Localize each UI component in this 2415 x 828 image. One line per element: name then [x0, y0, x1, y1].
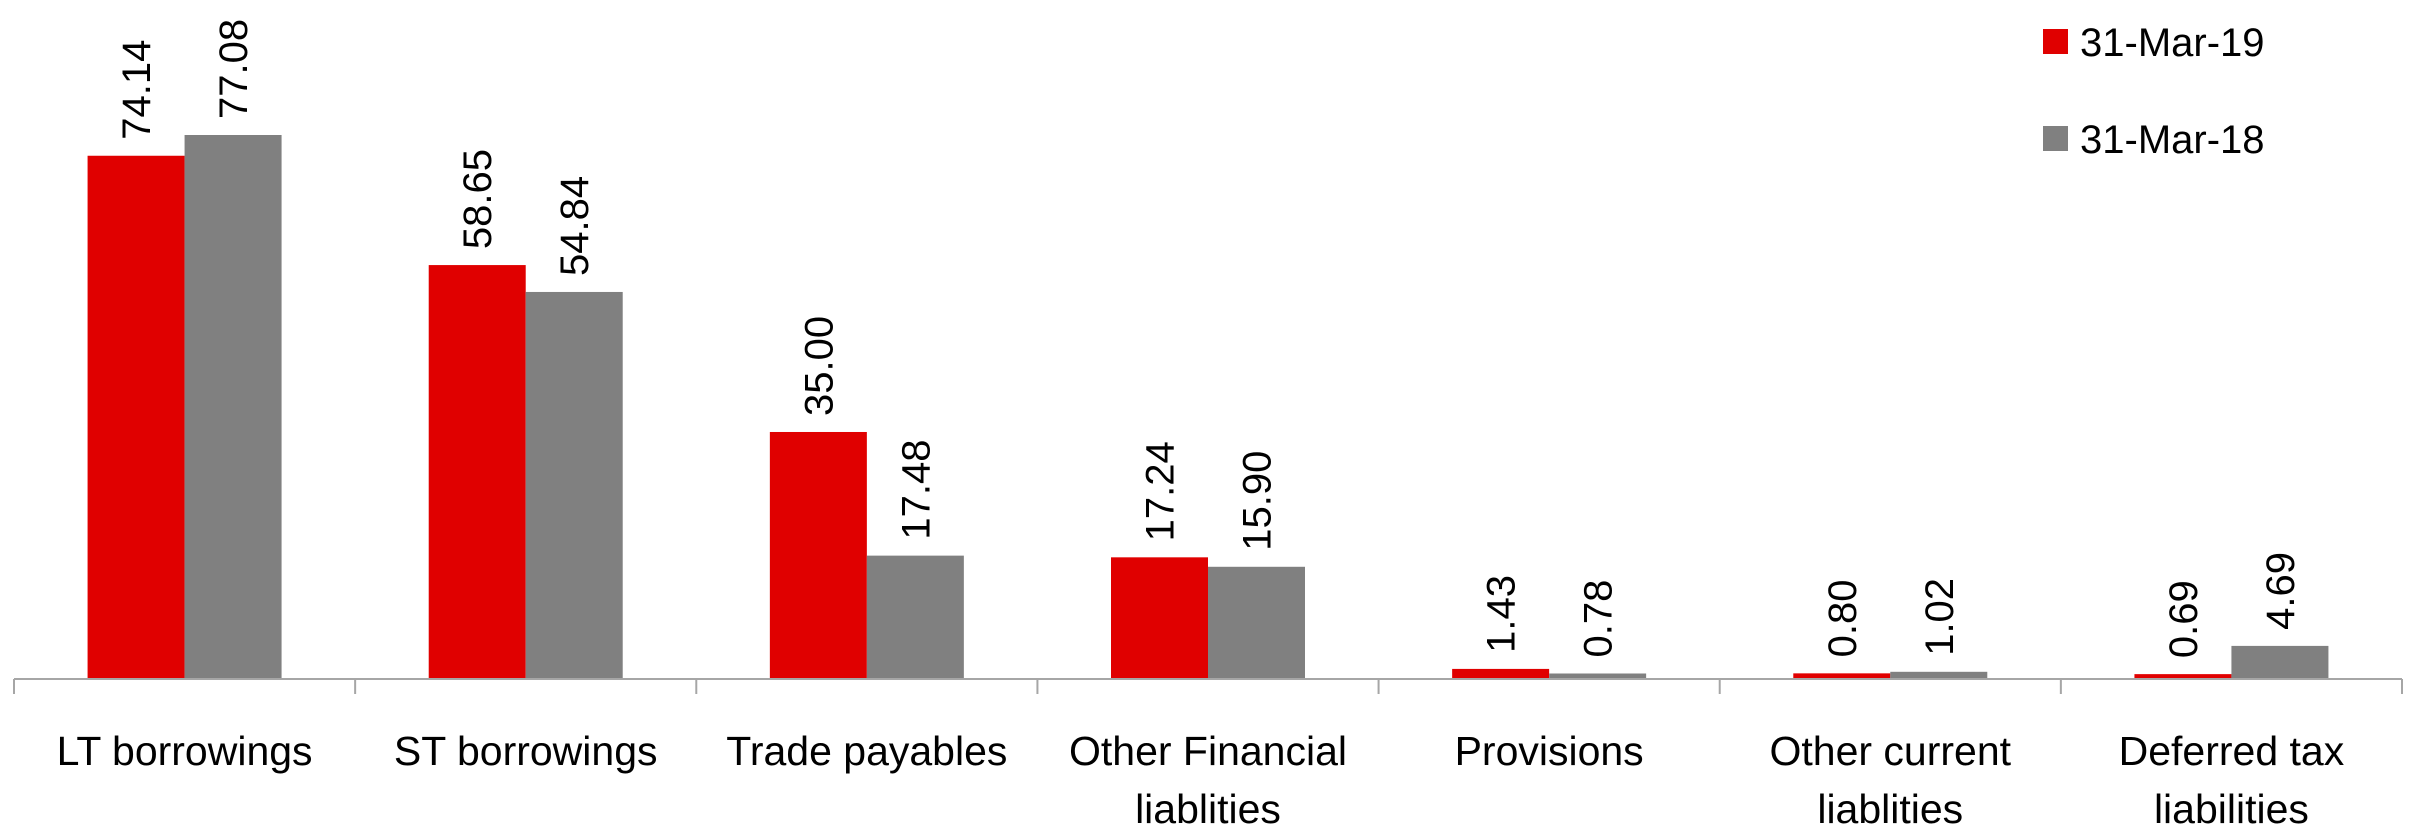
- data-label: 17.48: [894, 440, 938, 540]
- legend-swatch: [2043, 29, 2068, 54]
- bar: [769, 431, 867, 679]
- bar: [2134, 674, 2232, 679]
- legend-label: 31-Mar-19: [2080, 21, 2265, 65]
- x-tick-label: Trade payables: [726, 728, 1008, 774]
- data-label: 77.08: [212, 19, 256, 119]
- x-tick-label: Deferred tax liabilities: [2118, 728, 2345, 828]
- bar: [1890, 671, 1988, 679]
- data-label: 1.02: [1918, 578, 1962, 656]
- data-label: 0.78: [1577, 580, 1621, 658]
- x-tick-label: LT borrowings: [56, 728, 313, 774]
- bar: [1549, 673, 1647, 679]
- bar: [1208, 566, 1305, 679]
- x-tick-label: Other Financial liablities: [1068, 728, 1347, 828]
- data-label: 17.24: [1139, 441, 1183, 541]
- data-label: 15.90: [1236, 451, 1280, 551]
- bar: [1793, 673, 1891, 679]
- data-label: 58.65: [456, 149, 500, 249]
- bar: [1452, 668, 1550, 679]
- bar: [866, 555, 964, 679]
- x-tick-label: Other current liablities: [1769, 728, 2012, 828]
- legend-label: 31-Mar-18: [2080, 118, 2265, 162]
- bar: [87, 155, 185, 680]
- x-tick-label: Provisions: [1454, 728, 1644, 774]
- data-label: 74.14: [115, 40, 159, 140]
- bar: [2231, 645, 2329, 679]
- bar: [525, 291, 623, 679]
- data-label: 0.69: [2162, 580, 2206, 658]
- data-label: 1.43: [1480, 575, 1524, 653]
- data-label: 4.69: [2259, 552, 2303, 630]
- bar: [184, 135, 282, 679]
- legend-swatch: [2043, 126, 2068, 151]
- data-label: 54.84: [553, 176, 597, 276]
- data-label: 0.80: [1821, 579, 1865, 657]
- data-label: 35.00: [797, 316, 841, 416]
- bar: [428, 265, 526, 679]
- x-tick-label: ST borrowings: [393, 728, 658, 774]
- bar: [1111, 557, 1208, 679]
